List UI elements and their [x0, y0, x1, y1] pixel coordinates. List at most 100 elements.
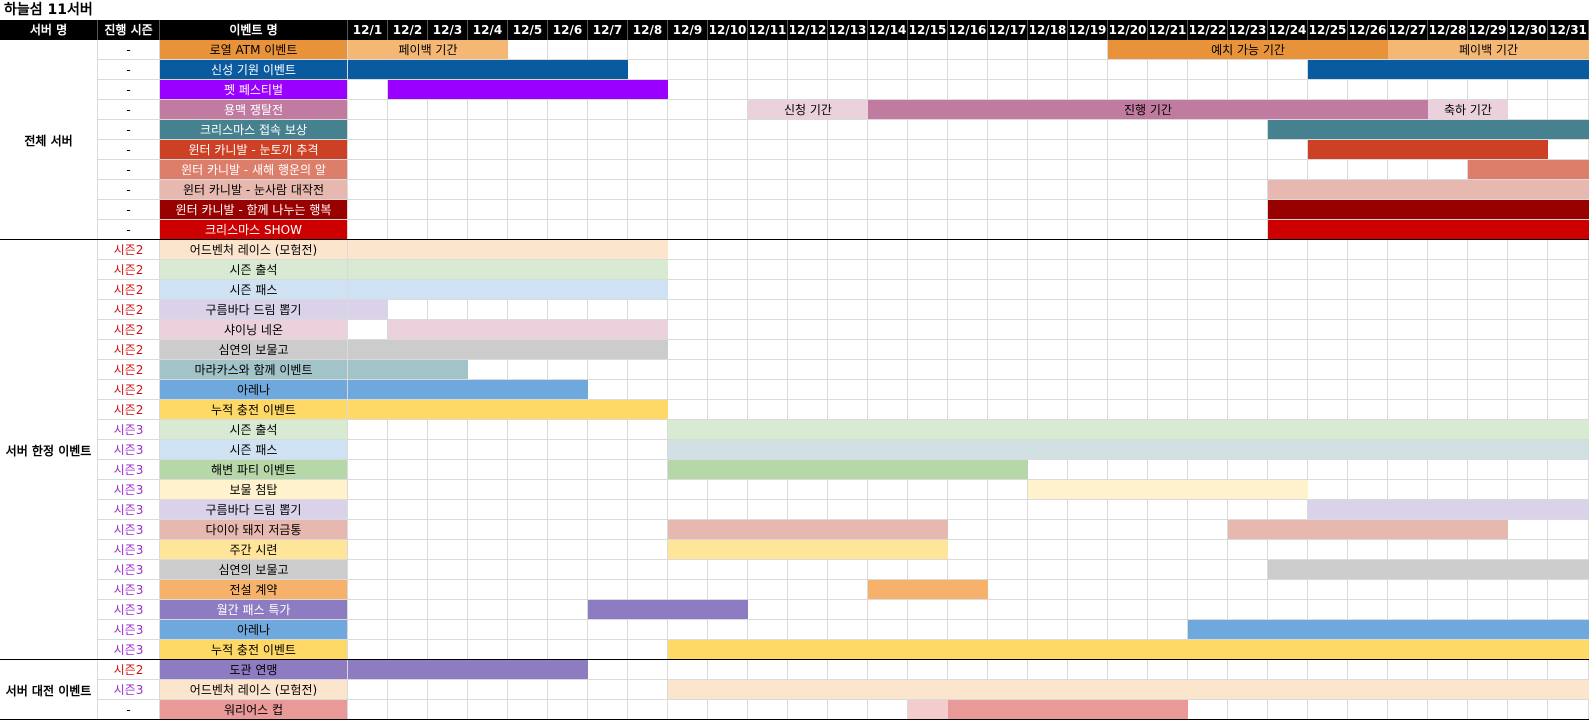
- schedule-cell[interactable]: [548, 140, 588, 160]
- schedule-cell[interactable]: [788, 220, 828, 240]
- schedule-cell[interactable]: [1228, 700, 1268, 720]
- schedule-cell[interactable]: [988, 40, 1028, 60]
- schedule-cell[interactable]: [748, 80, 788, 100]
- season-cell[interactable]: 시즌3: [98, 680, 160, 700]
- schedule-cell[interactable]: [668, 560, 708, 580]
- schedule-cell[interactable]: [1188, 60, 1228, 80]
- schedule-cell[interactable]: [508, 560, 548, 580]
- schedule-cell[interactable]: [1148, 80, 1188, 100]
- schedule-cell[interactable]: [668, 620, 708, 640]
- schedule-cell[interactable]: [468, 540, 508, 560]
- schedule-cell[interactable]: [1268, 140, 1308, 160]
- schedule-cell[interactable]: [628, 680, 668, 700]
- schedule-cell[interactable]: [868, 360, 908, 380]
- schedule-cell[interactable]: [1548, 600, 1589, 620]
- schedule-cell[interactable]: [948, 660, 988, 680]
- schedule-cell[interactable]: [748, 400, 788, 420]
- event-period-bar[interactable]: [348, 260, 668, 279]
- schedule-cell[interactable]: [348, 680, 388, 700]
- schedule-cell[interactable]: [1268, 280, 1308, 300]
- event-name-cell[interactable]: 로열 ATM 이벤트: [160, 40, 348, 60]
- schedule-cell[interactable]: [988, 200, 1028, 220]
- schedule-cell[interactable]: [1068, 500, 1108, 520]
- schedule-cell[interactable]: [468, 700, 508, 720]
- schedule-cell[interactable]: [1468, 300, 1508, 320]
- schedule-cell[interactable]: [1308, 400, 1348, 420]
- event-name-cell[interactable]: 용맥 쟁탈전: [160, 100, 348, 120]
- schedule-cell[interactable]: [588, 660, 628, 680]
- schedule-cell[interactable]: [1108, 560, 1148, 580]
- schedule-cell[interactable]: [908, 320, 948, 340]
- schedule-cell[interactable]: [428, 140, 468, 160]
- schedule-cell[interactable]: [908, 180, 948, 200]
- schedule-cell[interactable]: [548, 700, 588, 720]
- schedule-cell[interactable]: [708, 480, 748, 500]
- schedule-cell[interactable]: [1268, 460, 1308, 480]
- schedule-cell[interactable]: [1148, 160, 1188, 180]
- schedule-cell[interactable]: [708, 120, 748, 140]
- schedule-cell[interactable]: [908, 660, 948, 680]
- event-name-cell[interactable]: 마라카스와 함께 이벤트: [160, 360, 348, 380]
- schedule-cell[interactable]: [1428, 400, 1468, 420]
- schedule-cell[interactable]: [548, 300, 588, 320]
- schedule-cell[interactable]: [1268, 300, 1308, 320]
- schedule-cell[interactable]: [1468, 660, 1508, 680]
- schedule-cell[interactable]: [468, 460, 508, 480]
- schedule-cell[interactable]: [748, 360, 788, 380]
- schedule-cell[interactable]: [748, 220, 788, 240]
- event-name-cell[interactable]: 구름바다 드림 뽑기: [160, 500, 348, 520]
- schedule-cell[interactable]: [428, 520, 468, 540]
- schedule-cell[interactable]: [908, 220, 948, 240]
- event-name-cell[interactable]: 윈터 카니발 - 눈토끼 추격: [160, 140, 348, 160]
- schedule-cell[interactable]: [1108, 500, 1148, 520]
- schedule-cell[interactable]: [1428, 320, 1468, 340]
- schedule-cell[interactable]: [828, 340, 868, 360]
- schedule-cell[interactable]: [508, 180, 548, 200]
- schedule-cell[interactable]: [1508, 380, 1548, 400]
- schedule-cell[interactable]: [1148, 520, 1188, 540]
- schedule-cell[interactable]: [748, 340, 788, 360]
- schedule-cell[interactable]: [668, 140, 708, 160]
- season-cell[interactable]: 시즌2: [98, 320, 160, 340]
- schedule-cell[interactable]: [828, 480, 868, 500]
- schedule-cell[interactable]: [1028, 40, 1068, 60]
- schedule-cell[interactable]: [1228, 80, 1268, 100]
- schedule-cell[interactable]: [428, 120, 468, 140]
- schedule-cell[interactable]: [1228, 600, 1268, 620]
- schedule-cell[interactable]: [1268, 600, 1308, 620]
- event-period-bar[interactable]: [908, 700, 948, 719]
- schedule-cell[interactable]: [1508, 540, 1548, 560]
- schedule-cell[interactable]: [788, 380, 828, 400]
- schedule-cell[interactable]: [908, 340, 948, 360]
- schedule-cell[interactable]: [788, 580, 828, 600]
- schedule-cell[interactable]: [788, 200, 828, 220]
- schedule-cell[interactable]: [1188, 140, 1228, 160]
- schedule-cell[interactable]: [988, 300, 1028, 320]
- schedule-cell[interactable]: [988, 240, 1028, 260]
- season-cell[interactable]: 시즌3: [98, 640, 160, 660]
- schedule-cell[interactable]: [1548, 260, 1589, 280]
- schedule-cell[interactable]: [908, 260, 948, 280]
- season-cell[interactable]: 시즌3: [98, 520, 160, 540]
- schedule-cell[interactable]: [668, 200, 708, 220]
- schedule-cell[interactable]: [1508, 520, 1548, 540]
- schedule-cell[interactable]: [988, 60, 1028, 80]
- schedule-cell[interactable]: [508, 160, 548, 180]
- schedule-cell[interactable]: [948, 60, 988, 80]
- schedule-cell[interactable]: [1428, 540, 1468, 560]
- season-cell[interactable]: 시즌2: [98, 280, 160, 300]
- schedule-cell[interactable]: [868, 240, 908, 260]
- schedule-cell[interactable]: [468, 140, 508, 160]
- schedule-cell[interactable]: [788, 240, 828, 260]
- schedule-cell[interactable]: [948, 620, 988, 640]
- schedule-cell[interactable]: [1308, 160, 1348, 180]
- schedule-cell[interactable]: [1228, 380, 1268, 400]
- season-cell[interactable]: 시즌3: [98, 440, 160, 460]
- schedule-cell[interactable]: [388, 680, 428, 700]
- event-period-bar[interactable]: [348, 400, 668, 419]
- event-name-cell[interactable]: 누적 충전 이벤트: [160, 400, 348, 420]
- schedule-cell[interactable]: [1028, 220, 1068, 240]
- schedule-cell[interactable]: [628, 220, 668, 240]
- event-period-bar[interactable]: [668, 440, 1589, 459]
- schedule-cell[interactable]: [1148, 180, 1188, 200]
